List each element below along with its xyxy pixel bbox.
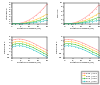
X-axis label: Rotational speed (Hz): Rotational speed (Hz) (17, 28, 42, 29)
X-axis label: Rotational speed (Hz): Rotational speed (Hz) (70, 62, 94, 63)
Legend: Kxx / Cxx, Kxy / Cxy, Kyx / Cyx, Kyy / Cyy: Kxx / Cxx, Kxy / Cxy, Kyx / Cyx, Kyy / C… (81, 71, 98, 83)
X-axis label: Rotational speed (Hz): Rotational speed (Hz) (70, 28, 94, 29)
X-axis label: Rotational speed (Hz): Rotational speed (Hz) (17, 62, 42, 63)
Y-axis label: Stiffness K: Stiffness K (6, 7, 8, 19)
Y-axis label: Damping C: Damping C (5, 41, 6, 53)
Y-axis label: Mass M: Mass M (57, 9, 58, 17)
Y-axis label: Damping C: Damping C (57, 41, 58, 53)
